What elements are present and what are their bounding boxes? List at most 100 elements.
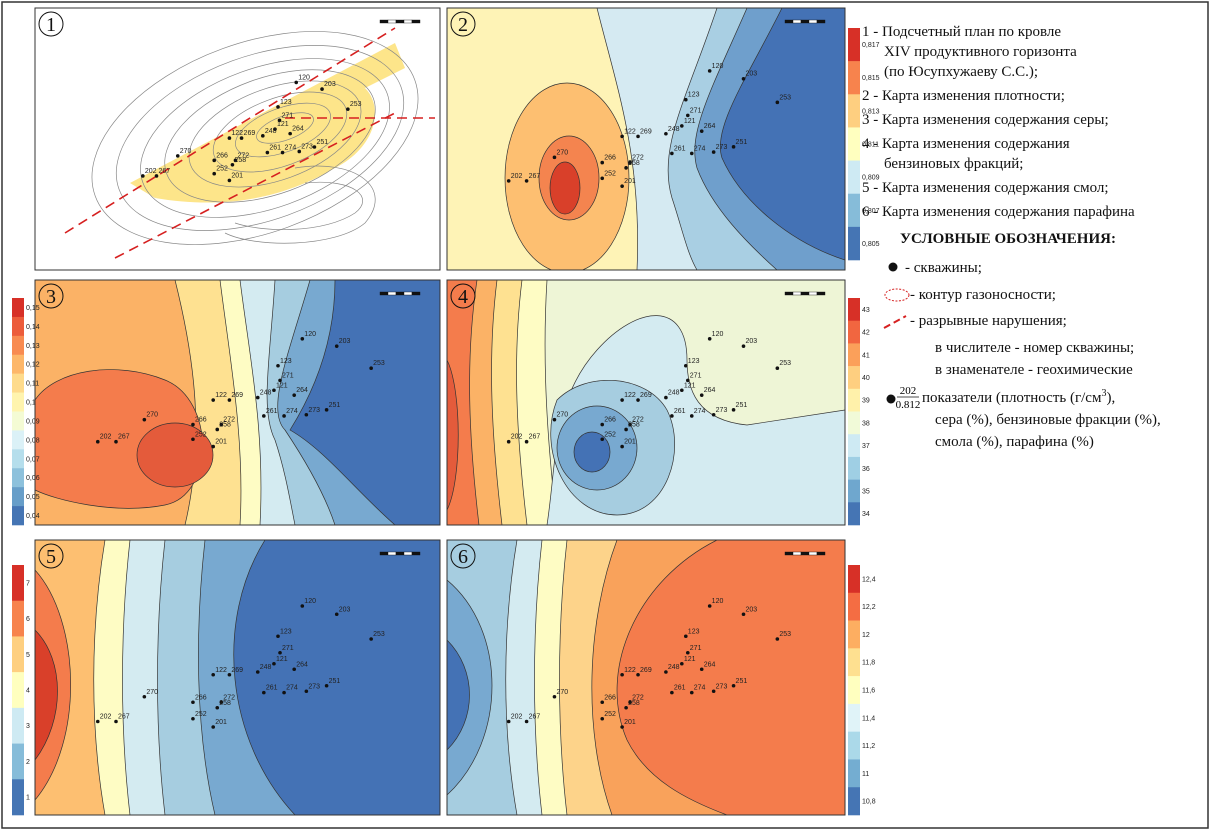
well-marker [680,124,684,128]
well-label: 253 [779,94,791,101]
scale-bar [411,19,421,24]
well-marker [114,719,118,724]
colorbar-label: 42 [862,330,870,337]
well-marker [300,337,305,341]
colorbar-label: 0,12 [26,362,40,369]
well-label: 121 [684,656,696,663]
well-label: 123 [280,358,292,365]
well-marker [731,145,736,149]
well-label: 274 [285,145,297,152]
well-marker [230,163,235,167]
well-marker [707,604,712,608]
well-label: 248 [265,128,277,135]
well-label: 264 [296,387,308,394]
well-label: 251 [736,139,748,146]
colorbar-segment [12,487,24,507]
colorbar: 0,817 0,815 0,813 0,811 0,809 0,807 0,805 [848,28,880,261]
well-marker [707,337,712,341]
well-marker [278,378,282,383]
colorbar-label: 4 [26,688,30,695]
well-marker [324,683,329,688]
colorbar-segment [12,373,24,393]
colorbar-segment [848,127,860,161]
colorbar-segment [848,648,860,677]
well-label: 271 [282,645,294,652]
well-label: 252 [604,170,616,177]
well-marker [211,444,215,449]
well-marker [312,145,317,149]
well-label: 252 [195,711,207,718]
well-label: 253 [373,360,385,367]
well-marker [261,134,265,138]
well-symbol [888,262,898,272]
colorbar-label: 12,2 [862,604,876,611]
well-marker [255,395,260,400]
well-marker [552,155,557,160]
colorbar-segment [848,703,860,732]
colorbar-label: 2 [26,759,30,766]
explanation-text: ), [1106,390,1115,406]
colorbar-label: 0,04 [26,513,40,520]
well-label: 202 [100,714,112,721]
well-label: 120 [304,331,316,338]
well-marker [262,414,266,418]
well-marker [670,151,674,156]
well-marker [334,344,339,348]
colorbar-label: 0,811 [862,142,879,149]
legend-line: 6 - Карта изменения содержания парафина [862,204,1135,220]
legend-line: 2 - Карта изменения плотности; [862,88,1065,104]
well-label: 203 [746,71,758,78]
well-marker [320,87,324,91]
well-label: 202 [511,434,523,441]
well-label: 122 [624,667,636,674]
well-marker [664,131,668,136]
colorbar-label: 34 [862,511,870,518]
panel-number-circle [450,543,476,569]
well-marker [95,439,100,444]
well-label: 266 [604,694,616,701]
well-label: 120 [712,331,724,338]
well-marker [636,672,640,677]
well-label: 202 [511,714,523,721]
colorbar-label: 40 [862,375,870,382]
well-label: 248 [260,390,272,397]
well-marker [276,363,280,368]
scale-bar [800,551,810,556]
well-label: 123 [688,92,700,99]
well-marker [276,634,280,639]
colorbar-segment [848,411,860,435]
colorbar-label: 0,809 [862,175,880,182]
scale-bar [800,291,810,296]
well-marker [684,363,688,368]
panel-number-circle [450,11,476,37]
colorbar-segment [12,298,24,318]
well-label: 273 [301,143,313,150]
well-marker [711,150,716,154]
well-label: 272 [223,694,235,701]
well-label: 261 [674,408,686,415]
well-marker [227,136,232,140]
colorbar-segment [848,502,860,526]
fraction-numerator: 202 [900,385,917,397]
well-marker [239,136,244,140]
well-label: 264 [704,661,716,668]
well-marker [297,149,302,154]
well-label: 121 [684,118,696,125]
colorbar-label: 10,8 [862,799,876,806]
well-label: 248 [668,664,680,671]
scale-bar [784,551,794,556]
colorbar-segment [12,335,24,356]
well-label: 123 [280,99,292,106]
well-marker [689,414,694,418]
well-marker [141,174,145,178]
well-marker [680,661,684,666]
well-label: 264 [296,661,308,668]
well-label: 261 [269,145,281,152]
scale-bar [395,19,405,24]
colorbar-label: 43 [862,307,870,314]
colorbar-segment [848,226,860,261]
well-label: 267 [159,168,171,175]
well-marker [600,700,605,705]
colorbar-label: 0,807 [862,208,880,215]
